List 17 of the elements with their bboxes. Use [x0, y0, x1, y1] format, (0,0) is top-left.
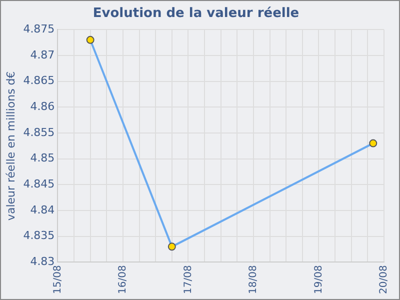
- x-tick-label: 20/08: [378, 265, 390, 294]
- y-tick-label: 4.875: [23, 22, 55, 36]
- chart-title: Evolution de la valeur réelle: [92, 6, 300, 22]
- y-tick-label: 4.845: [23, 178, 55, 191]
- x-tick-label: 19/08: [313, 265, 324, 294]
- x-tick-label: 15/08: [52, 265, 64, 294]
- x-tick-label: 18/08: [248, 265, 260, 294]
- x-tick-label: 17/08: [182, 265, 194, 294]
- y-axis-title: valeur réelle en millions d€: [4, 71, 18, 221]
- x-tick-label: 16/08: [118, 265, 129, 294]
- y-tick-label: 4.85: [30, 152, 55, 165]
- y-tick-label: 4.86: [30, 100, 55, 113]
- y-tick-label: 4.855: [23, 126, 55, 139]
- y-tick-label: 4.84: [30, 203, 55, 216]
- y-tick-label: 4.835: [23, 229, 55, 242]
- y-tick-label: 4.87: [30, 48, 55, 62]
- y-tick-label: 4.865: [23, 74, 55, 88]
